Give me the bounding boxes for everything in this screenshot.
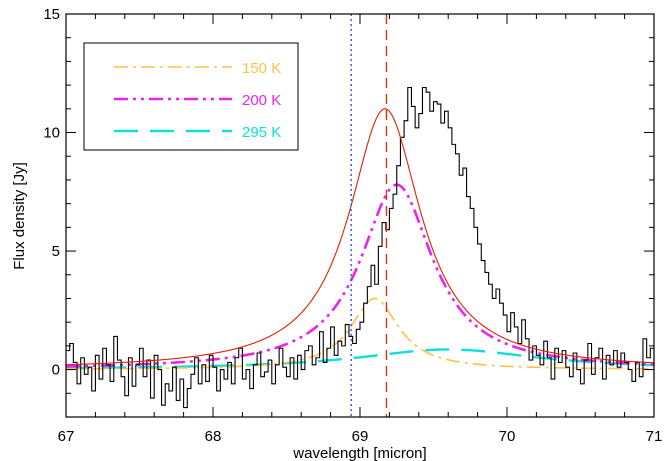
series-solid-3 xyxy=(66,108,654,366)
legend-label: 200 K xyxy=(242,92,281,109)
series-295-k xyxy=(66,348,654,370)
series-150-k xyxy=(66,297,654,370)
y-tick-label: 5 xyxy=(52,243,60,260)
x-tick-label: 67 xyxy=(58,428,75,445)
y-tick-label: 15 xyxy=(43,6,60,23)
axis-ticks: 67 68 69 70 71 0 5 10 15 xyxy=(43,6,662,445)
legend-label: 150 K xyxy=(242,60,281,77)
x-tick-label: 69 xyxy=(352,428,369,445)
plot-area xyxy=(66,14,654,417)
legend: 150 K 200 K 295 K xyxy=(83,42,299,151)
y-axis-title: Flux density [Jy] xyxy=(11,162,28,270)
x-tick-label: 71 xyxy=(646,428,663,445)
y-tick-label: 0 xyxy=(52,362,60,379)
series-200-k xyxy=(66,183,654,368)
x-tick-label: 68 xyxy=(205,428,222,445)
x-tick-label: 70 xyxy=(499,428,516,445)
legend-label: 295 K xyxy=(242,124,281,141)
x-axis-title: wavelength [micron] xyxy=(292,445,426,461)
y-tick-label: 10 xyxy=(43,125,60,142)
series-histogram-4 xyxy=(66,86,654,409)
